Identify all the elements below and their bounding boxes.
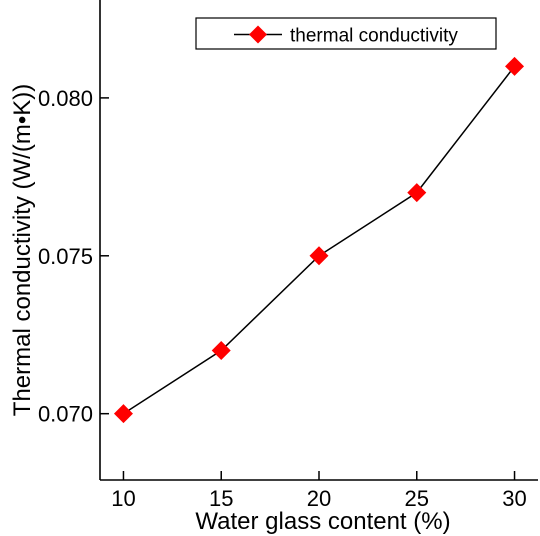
- axes: [99, 0, 538, 481]
- legend-label: thermal conductivity: [290, 26, 458, 47]
- data-point-marker: [113, 404, 133, 424]
- data-point-marker: [407, 183, 427, 203]
- series-line: [123, 65, 516, 415]
- y-axis-title: Thermal conductivity (W/(m•K)): [9, 84, 36, 416]
- legend: thermal conductivity: [195, 17, 497, 50]
- data-point-marker: [309, 246, 329, 266]
- legend-box: [195, 17, 497, 50]
- y-tick-label: 0.080: [38, 86, 93, 111]
- ticks: 10 15 20 25 30 0.070 0.075 0.080: [38, 86, 527, 511]
- data-point-marker: [505, 56, 525, 76]
- x-tick-label: 20: [307, 486, 331, 511]
- x-tick-label: 30: [502, 486, 526, 511]
- y-tick-label: 0.070: [38, 402, 93, 427]
- x-tick-label: 25: [405, 486, 429, 511]
- x-tick-label: 10: [111, 486, 135, 511]
- y-tick-label: 0.075: [38, 244, 93, 269]
- legend-marker-diamond: [249, 25, 267, 44]
- x-axis-title: Water glass content (%): [195, 508, 450, 535]
- x-tick-label: 15: [209, 486, 233, 511]
- series-layer: [113, 56, 525, 424]
- data-point-marker: [211, 341, 231, 361]
